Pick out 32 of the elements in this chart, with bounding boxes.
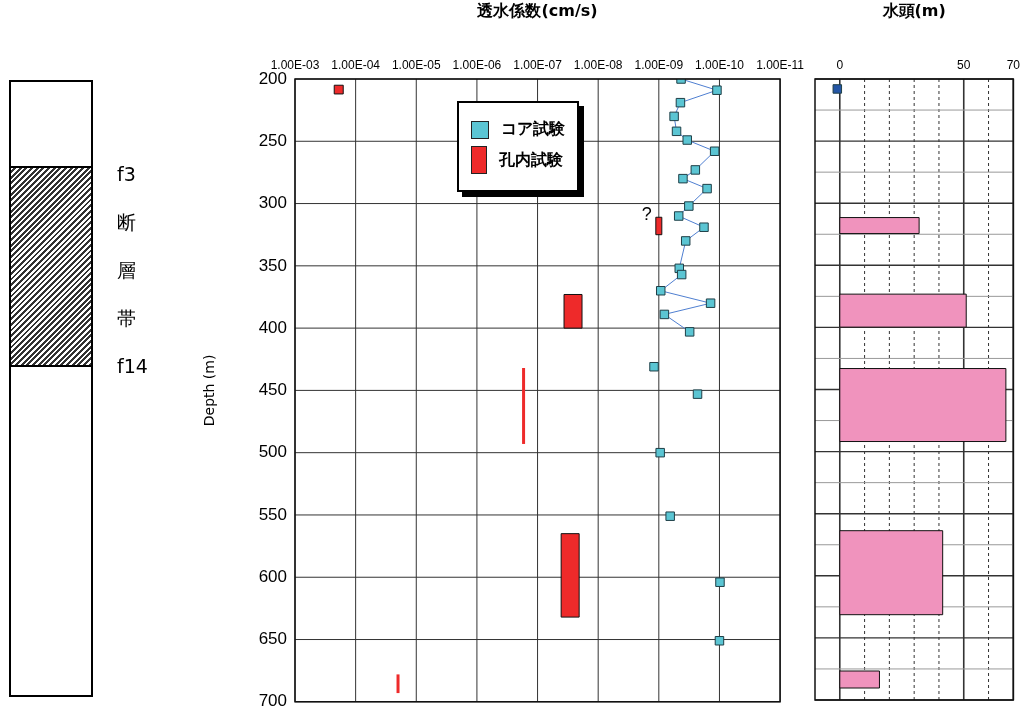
y-tick-label: 700: [258, 691, 287, 711]
x-tick-label: 50: [957, 58, 971, 73]
x-axis-title: 水頭(m): [881, 0, 946, 20]
annotation: ?: [641, 204, 652, 225]
y-tick-label: 400: [258, 317, 287, 337]
y-tick-label: 550: [258, 504, 287, 524]
y-tick-label: 300: [258, 193, 287, 213]
text: 帯: [117, 306, 136, 330]
legend-label: 孔内試験: [498, 149, 563, 171]
x-tick-label: 1.00E-06: [452, 58, 502, 73]
y-axis-title: Depth (m): [201, 354, 218, 427]
text: 層: [117, 258, 136, 282]
text: f3: [117, 162, 136, 186]
x-tick-label: 1.00E-10: [695, 58, 745, 73]
y-tick-label: 650: [258, 629, 287, 649]
y-tick-label: 600: [258, 566, 287, 586]
y-tick-label: 350: [258, 255, 287, 275]
x-tick-label: 1.00E-09: [634, 58, 684, 73]
x-tick-label: 1.00E-04: [331, 58, 381, 73]
text: 断: [117, 210, 136, 234]
x-tick-label: 1.00E-05: [391, 58, 441, 73]
x-tick-label: 1.00E-08: [573, 58, 623, 73]
legend-label: コア試験: [500, 119, 565, 140]
y-tick-label: 450: [258, 380, 287, 400]
text: f14: [117, 354, 148, 378]
y-tick-label: 500: [258, 442, 287, 462]
x-tick-label: 70: [1006, 58, 1021, 73]
x-tick-label: 1.00E-07: [513, 58, 563, 73]
x-tick-label: 0: [836, 58, 844, 73]
y-tick-label: 250: [258, 130, 287, 150]
x-axis-title: 透水係数(cm/s): [476, 0, 598, 20]
x-tick-label: 1.00E-11: [756, 58, 805, 73]
